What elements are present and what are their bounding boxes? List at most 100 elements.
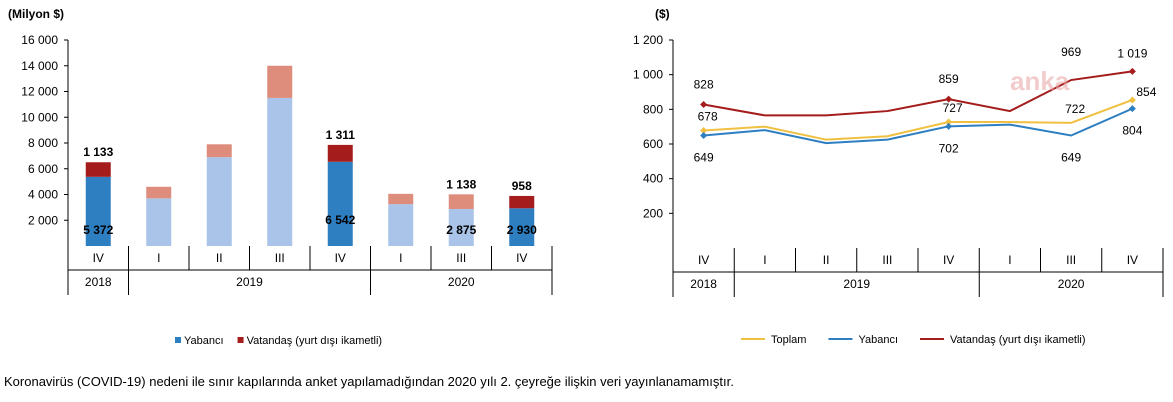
bar-yabanci <box>206 157 232 246</box>
x-tick-label: III <box>1066 253 1076 267</box>
y-tick-label: 8 000 <box>28 136 58 150</box>
legend-swatch <box>175 337 181 343</box>
line-data-label: 678 <box>698 109 718 123</box>
line-marker <box>945 95 953 103</box>
y-tick-label: 4 000 <box>28 188 58 202</box>
y-tick-label: 600 <box>643 137 663 151</box>
bar-label-vatandas: 958 <box>512 179 532 193</box>
y-tick-label: 14 000 <box>21 59 58 73</box>
bar-chart-bars <box>85 65 535 246</box>
stacked-bar-chart: (Milyon $) 2 000 4 000 6 000 8 000 10 000 12 … <box>8 7 553 347</box>
line-data-label: 649 <box>694 151 714 165</box>
bar-vatandas <box>206 144 232 158</box>
bar-vatandas <box>327 144 353 162</box>
bar-vatandas <box>146 186 172 199</box>
bar-label-yabanci: 5 372 <box>83 223 113 237</box>
line-data-label: 854 <box>1136 85 1156 99</box>
line-data-label: 804 <box>1122 124 1142 138</box>
line-chart-data-labels: 678 727 722 854 649 702 649 804 828 859 969 1 019 <box>694 45 1157 164</box>
y-tick-label: 10 000 <box>21 110 58 124</box>
y-tick-label: 2 000 <box>28 213 58 227</box>
x-tick-label: IV <box>335 251 346 265</box>
bar-chart-legend: Yabancı Vatandaş (yurt dışı ikametli) <box>175 335 382 347</box>
line-data-label: 727 <box>943 101 963 115</box>
line-marker <box>700 132 708 140</box>
x-tick-label: I <box>157 251 160 265</box>
x-tick-label: IV <box>516 251 527 265</box>
line-marker <box>700 126 708 134</box>
x-tick-label: IV <box>698 253 709 267</box>
line-marker <box>945 118 953 126</box>
bar-vatandas <box>388 193 414 205</box>
bar-yabanci <box>448 208 474 246</box>
line-chart-series <box>700 67 1136 145</box>
line-data-label: 828 <box>694 77 714 91</box>
line-series-1 <box>703 107 1133 145</box>
legend-label: Toplam <box>771 334 806 346</box>
legend-swatch <box>237 337 244 343</box>
x-tick-label: III <box>275 251 285 265</box>
bar-chart-y-unit-label: (Milyon $) <box>8 7 64 21</box>
y-tick-label: 1 200 <box>633 33 663 47</box>
line-chart-axes: 200 400 600 800 1 000 1 200 <box>633 33 674 248</box>
y-tick-label: 16 000 <box>21 33 58 47</box>
legend-label: Yabancı <box>184 335 224 347</box>
x-year-label: 2020 <box>448 275 475 289</box>
bar-label-vatandas: 1 311 <box>326 128 356 142</box>
line-chart-y-unit-label: ($) <box>655 7 670 21</box>
bar-vatandas <box>448 194 474 209</box>
line-data-label: 722 <box>1065 102 1085 116</box>
x-tick-label: IV <box>943 253 954 267</box>
bar-yabanci <box>85 176 111 246</box>
bar-yabanci <box>267 97 293 246</box>
line-data-label: 1 019 <box>1117 46 1147 60</box>
line-marker <box>945 122 953 130</box>
bar-vatandas <box>85 162 111 177</box>
x-tick-label: I <box>763 253 766 267</box>
line-marker <box>1128 105 1136 113</box>
y-tick-label: 12 000 <box>21 85 58 99</box>
line-marker <box>1128 96 1136 104</box>
bar-label-vatandas: 1 138 <box>446 177 476 191</box>
x-year-label: 2020 <box>1058 277 1085 291</box>
x-tick-label: I <box>1008 253 1011 267</box>
bar-yabanci <box>509 208 535 246</box>
bar-yabanci <box>146 198 172 246</box>
line-data-label: 969 <box>1061 45 1081 59</box>
x-tick-label: III <box>882 253 892 267</box>
bar-label-yabanci: 2 930 <box>507 223 537 237</box>
x-tick-label: II <box>216 251 223 265</box>
x-year-label: 2018 <box>690 277 717 291</box>
bar-label-vatandas: 1 133 <box>83 145 113 159</box>
x-year-label: 2019 <box>236 275 263 289</box>
y-tick-label: 6 000 <box>28 162 58 176</box>
bar-yabanci <box>327 161 353 246</box>
x-tick-label: I <box>399 251 402 265</box>
y-tick-label: 400 <box>643 172 663 186</box>
x-tick-label: IV <box>93 251 104 265</box>
line-data-label: 649 <box>1061 151 1081 165</box>
footnote: Koronavirüs (COVID-19) nedeni ile sınır … <box>4 374 734 389</box>
bar-yabanci <box>388 204 414 246</box>
legend-label: Yabancı <box>858 334 898 346</box>
bar-chart-axes: 2 000 4 000 6 000 8 000 10 000 12 000 14 000 16… <box>21 33 69 246</box>
x-year-label: 2019 <box>843 277 870 291</box>
line-series-0 <box>703 99 1133 141</box>
x-tick-label: II <box>823 253 830 267</box>
line-data-label: 702 <box>939 141 959 155</box>
y-tick-label: 200 <box>643 206 663 220</box>
x-tick-label: III <box>456 251 466 265</box>
watermark-logo: anka <box>1010 66 1070 96</box>
bar-vatandas <box>509 195 535 209</box>
line-series-2 <box>703 70 1133 117</box>
bar-vatandas <box>267 65 293 98</box>
bar-label-yabanci: 2 875 <box>446 223 476 237</box>
bar-label-yabanci: 6 542 <box>325 213 355 227</box>
y-tick-label: 1 000 <box>633 68 663 82</box>
line-marker <box>1128 67 1136 75</box>
legend-label: Vatandaş (yurt dışı ikametli) <box>247 335 383 347</box>
line-data-label: 859 <box>939 72 959 86</box>
